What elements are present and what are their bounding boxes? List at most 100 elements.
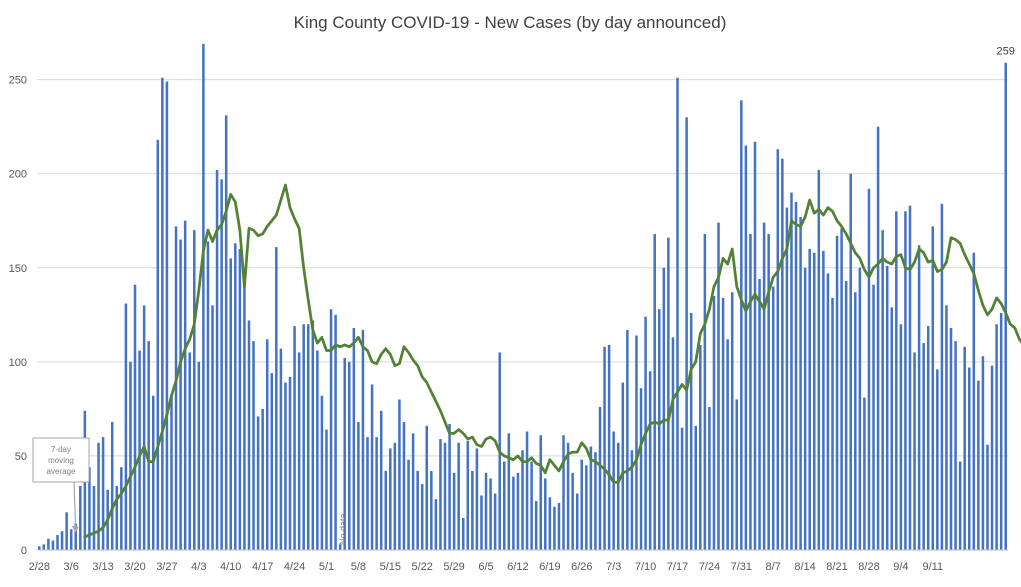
bar — [352, 327, 356, 550]
bar — [101, 437, 105, 550]
bar — [411, 433, 415, 550]
bar — [639, 388, 643, 550]
bar — [685, 117, 688, 550]
bar — [138, 350, 141, 550]
bar — [120, 467, 123, 550]
x-tick-label: 7/10 — [635, 561, 656, 573]
x-tick-label: 5/15 — [380, 561, 401, 573]
bar — [170, 395, 173, 550]
x-tick-label: 8/21 — [826, 561, 847, 573]
bar — [325, 429, 328, 550]
bar — [949, 327, 953, 550]
bar — [402, 422, 406, 550]
bar-series — [38, 43, 1007, 551]
bar — [799, 216, 802, 551]
bar — [51, 540, 55, 550]
bar — [261, 408, 264, 550]
bar — [548, 497, 552, 550]
bar — [525, 431, 529, 550]
bar — [202, 43, 205, 550]
bar — [174, 226, 178, 550]
bar — [749, 233, 752, 550]
y-axis: 0 50 100 150 200 250 — [9, 75, 27, 557]
bar — [621, 382, 625, 550]
bar — [913, 352, 916, 550]
bar — [484, 472, 488, 550]
bar — [206, 241, 210, 550]
bar — [480, 495, 483, 550]
x-axis: 2/28 3/6 3/13 3/20 3/27 4/3 4/10 4/17 4/24 5/1 5/8… — [29, 549, 1008, 573]
bar — [475, 448, 479, 550]
bar — [863, 397, 866, 550]
x-tick-label: 4/10 — [220, 561, 241, 573]
x-tick-label: 2/28 — [29, 561, 50, 573]
bar — [844, 280, 848, 550]
bar — [671, 337, 675, 550]
bar — [311, 320, 315, 550]
bar — [265, 339, 269, 550]
x-tick-label: 8/14 — [794, 561, 815, 573]
bar — [626, 329, 629, 550]
bar — [835, 235, 839, 551]
bar — [384, 470, 387, 550]
bar — [676, 77, 679, 550]
bar — [963, 346, 966, 550]
bar — [461, 518, 465, 550]
bar — [521, 450, 524, 550]
bar — [416, 470, 419, 550]
bar — [247, 320, 251, 550]
bar — [598, 407, 602, 550]
y-tick-label: 100 — [9, 357, 27, 369]
bar — [220, 179, 223, 550]
bar — [790, 192, 793, 550]
bar — [507, 433, 511, 550]
bar — [931, 226, 935, 550]
bar — [858, 267, 862, 550]
bar — [986, 444, 989, 550]
bar — [849, 173, 852, 550]
bar — [302, 324, 305, 550]
bar — [899, 324, 903, 550]
bar — [297, 352, 301, 550]
bar — [343, 358, 346, 550]
y-tick-label: 0 — [21, 545, 27, 557]
bar — [338, 544, 342, 550]
bar — [161, 77, 164, 550]
bar — [275, 247, 278, 550]
moving-average-series — [83, 183, 1021, 539]
bar — [124, 303, 128, 550]
bar — [466, 440, 470, 550]
bar — [133, 284, 137, 550]
bar — [585, 465, 588, 550]
bar — [557, 502, 561, 550]
bar — [995, 324, 998, 550]
callout-arrow — [73, 481, 77, 529]
bar — [575, 493, 579, 550]
bar — [922, 343, 925, 550]
bar — [630, 450, 634, 550]
bar — [193, 230, 196, 550]
bar — [895, 211, 898, 550]
chart-title: King County COVID-19 - New Cases (by day… — [294, 13, 727, 32]
x-tick-label: 9/11 — [923, 561, 944, 573]
bar — [512, 476, 515, 550]
no-data-label: No data — [338, 513, 348, 545]
x-tick-label: 6/12 — [507, 561, 528, 573]
bar — [954, 341, 957, 550]
bar — [457, 442, 460, 550]
y-tick-label: 150 — [9, 263, 27, 275]
x-tick-label: 3/13 — [92, 561, 113, 573]
bar — [708, 407, 711, 550]
bar — [366, 437, 369, 550]
bar — [740, 100, 743, 550]
bar — [717, 222, 720, 550]
bar — [425, 425, 429, 550]
bar — [234, 243, 237, 550]
bar — [65, 512, 68, 550]
bar — [156, 139, 160, 550]
bar — [890, 307, 894, 550]
x-tick-label: 7/31 — [731, 561, 752, 573]
bar — [826, 273, 830, 550]
bar — [329, 309, 333, 550]
bar — [680, 427, 684, 550]
